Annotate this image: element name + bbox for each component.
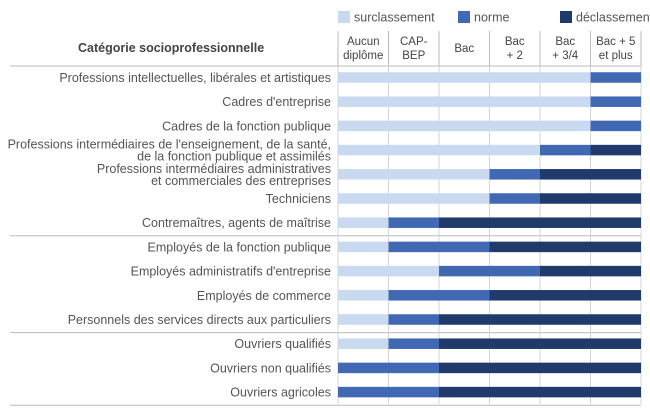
- bar-segment-dec: [540, 169, 641, 180]
- bar-segment-dec: [489, 241, 641, 253]
- bar-segment-sur: [338, 120, 591, 132]
- category-label: Professions intermédiaires administrativ…: [97, 162, 331, 176]
- bar-segment-sur: [338, 241, 389, 253]
- column-header: Bac: [505, 36, 525, 48]
- category-label: Professions intellectuelles, libérales e…: [59, 71, 331, 85]
- bar-segment-norm: [590, 96, 641, 107]
- column-header: Aucun: [347, 36, 380, 48]
- legend-swatch-dec: [560, 11, 572, 23]
- bar-segment-dec: [439, 362, 641, 374]
- bar-segment-norm: [388, 314, 439, 325]
- legend-swatch-norm: [458, 11, 470, 23]
- column-header: Bac + 5: [596, 36, 635, 48]
- bar-segment-norm: [540, 144, 591, 156]
- category-label: Contremaîtres, agents de maîtrise: [142, 216, 331, 230]
- bar-segment-norm: [338, 362, 439, 374]
- bar-segment-norm: [489, 169, 540, 180]
- bar-segment-dec: [540, 193, 641, 204]
- bar-segment-sur: [338, 169, 490, 180]
- bar-segment-sur: [338, 193, 490, 204]
- category-label: de la fonction publique et assimilés: [137, 150, 331, 164]
- category-header: Catégorie socioprofessionnelle: [78, 41, 264, 55]
- category-label: Cadres d'entreprise: [222, 95, 331, 109]
- column-header: CAP-: [400, 36, 428, 48]
- category-label: Techniciens: [266, 192, 331, 206]
- legend-label-norm: norme: [474, 11, 509, 25]
- legend-swatch-sur: [338, 11, 350, 23]
- bar-segment-norm: [388, 241, 490, 253]
- category-label: Ouvriers agricoles: [230, 386, 331, 400]
- legend-label-sur: surclassement: [354, 11, 435, 25]
- category-label: et commerciales des entreprises: [151, 174, 331, 188]
- category-label: Employés de commerce: [197, 289, 331, 303]
- bar-segment-sur: [338, 290, 389, 301]
- bar-segment-sur: [338, 314, 389, 325]
- category-label: Ouvriers non qualifiés: [210, 361, 331, 375]
- bar-segment-norm: [590, 72, 641, 83]
- bar-segment-sur: [338, 265, 439, 277]
- bar-segment-norm: [338, 386, 439, 398]
- bar-segment-sur: [338, 217, 389, 228]
- bar-segment-dec: [439, 217, 641, 228]
- category-label: Employés administratifs d'entreprise: [131, 265, 331, 279]
- bar-segment-dec: [489, 290, 641, 301]
- bar-segment-sur: [338, 96, 591, 107]
- bar-segment-dec: [439, 386, 641, 398]
- category-label: Professions intermédiaires de l'enseigne…: [8, 138, 331, 152]
- column-header: + 2: [507, 50, 523, 62]
- bar-segment-norm: [388, 290, 490, 301]
- bar-segment-sur: [338, 338, 389, 349]
- column-header: Bac: [555, 36, 575, 48]
- category-label: Cadres de la fonction publique: [162, 119, 331, 133]
- category-label: Employés de la fonction publique: [148, 240, 332, 254]
- category-label: Ouvriers qualifiés: [234, 337, 331, 351]
- bar-segment-dec: [590, 144, 641, 156]
- column-header: diplôme: [343, 50, 383, 62]
- bar-segment-sur: [338, 144, 540, 156]
- column-header: + 3/4: [552, 50, 579, 62]
- bar-segment-norm: [439, 265, 540, 277]
- column-header: Bac: [454, 43, 474, 55]
- column-header: BEP: [402, 50, 425, 62]
- column-header: et plus: [599, 50, 633, 62]
- bar-segment-dec: [439, 338, 641, 349]
- bar-segment-norm: [590, 120, 641, 132]
- bar-segment-norm: [388, 338, 439, 349]
- bar-segment-norm: [388, 217, 439, 228]
- category-label: Personnels des services directs aux part…: [68, 313, 331, 327]
- bar-segment-dec: [540, 265, 641, 277]
- legend-label-dec: déclassement: [576, 11, 650, 25]
- bar-segment-sur: [338, 72, 591, 83]
- bar-segment-dec: [439, 314, 641, 325]
- bar-segment-norm: [489, 193, 540, 204]
